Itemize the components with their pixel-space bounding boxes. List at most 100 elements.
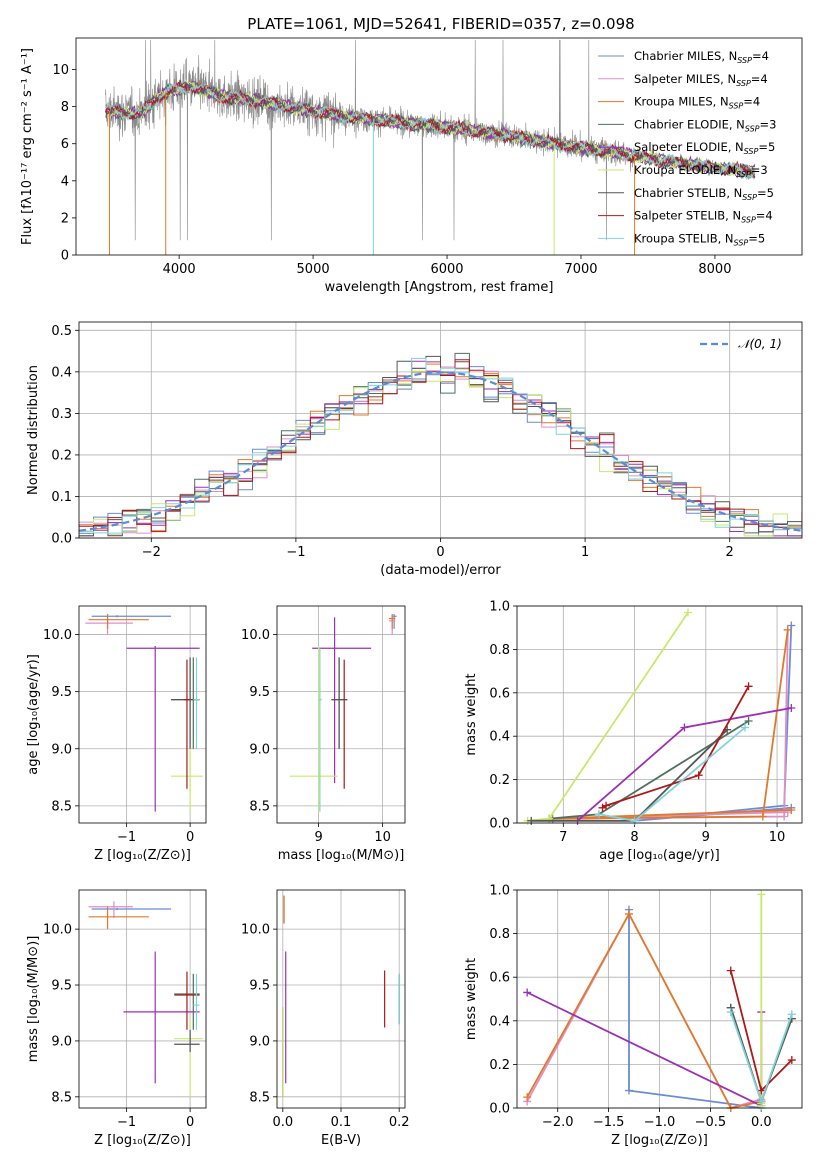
y-axis-label: Normed distribution bbox=[26, 365, 41, 495]
weight-marker bbox=[523, 1093, 532, 1102]
y-tick-label: 0.2 bbox=[51, 448, 72, 463]
weight-marker bbox=[757, 1086, 766, 1095]
axes-frame bbox=[78, 889, 207, 1109]
y-tick-label: 9.0 bbox=[51, 1034, 72, 1049]
x-tick-label: 5000 bbox=[297, 262, 330, 277]
x-axis-label: E(B-V) bbox=[321, 1133, 361, 1148]
x-tick-label: 8000 bbox=[698, 262, 731, 277]
legend-label: Chabrier STELIB, NSSP=5 bbox=[634, 186, 774, 202]
y-tick-label: 0.0 bbox=[51, 532, 72, 547]
x-tick-label: 4000 bbox=[163, 262, 196, 277]
x-axis-label: Z [log₁₀(Z/Z⊙)] bbox=[611, 1133, 708, 1148]
x-tick-label: −1 bbox=[286, 545, 305, 560]
weight-marker bbox=[523, 988, 532, 997]
model-spectrum bbox=[105, 83, 756, 181]
spectrum-panel: 4000 5000 6000 7000 8000 0 2 4 6 8 10 wavelength [A… bbox=[20, 37, 803, 295]
y-tick-label: 0.0 bbox=[489, 1102, 510, 1117]
legend-label: Kroupa MILES, NSSP=4 bbox=[634, 95, 760, 111]
weight-line bbox=[526, 912, 762, 1110]
weight-marker bbox=[680, 723, 689, 732]
weight-marker bbox=[757, 1097, 766, 1106]
weight-marker bbox=[598, 803, 607, 812]
legend-label: Salpeter STELIB, NSSP=4 bbox=[634, 209, 773, 225]
x-tick-label: −2.0 bbox=[542, 1115, 574, 1130]
y-tick-label: 0.4 bbox=[489, 1014, 510, 1029]
errorbar-plot-area bbox=[289, 613, 397, 812]
y-tick-label: 9.5 bbox=[51, 979, 72, 994]
mass-vs-ebv-panel: 0.0 0.1 0.2 8.5 9.0 9.5 10.0 E(B-V) bbox=[241, 889, 410, 1148]
weight-line bbox=[602, 685, 750, 809]
y-tick-label: 0.4 bbox=[51, 365, 72, 380]
x-tick-label: −1.5 bbox=[593, 1115, 625, 1130]
weight-marker bbox=[527, 816, 536, 825]
weight-plot-area bbox=[523, 608, 796, 825]
x-tick-label: −1 bbox=[117, 830, 136, 845]
weight-marker bbox=[684, 608, 692, 617]
weight-marker bbox=[594, 810, 603, 819]
x-axis-label: Z [log₁₀(Z/Z⊙)] bbox=[94, 1133, 191, 1148]
x-tick-label: 0.2 bbox=[389, 1115, 410, 1130]
weight-line bbox=[526, 991, 763, 1108]
y-tick-label: 9.0 bbox=[249, 1034, 270, 1049]
legend-label: Chabrier ELODIE, NSSP=3 bbox=[634, 117, 776, 133]
axes-frame bbox=[276, 889, 406, 1109]
histogram-step bbox=[79, 360, 802, 537]
axes-frame bbox=[78, 605, 207, 824]
y-tick-label: 0.8 bbox=[489, 927, 510, 942]
axes-frame bbox=[516, 605, 803, 824]
y-tick-label: 9.0 bbox=[249, 742, 270, 757]
y-tick-label: 2 bbox=[61, 211, 69, 226]
weight-marker bbox=[757, 890, 766, 899]
legend-label: 𝒩(0, 1) bbox=[738, 337, 782, 351]
x-tick-label: 9 bbox=[314, 830, 322, 845]
weight-marker bbox=[624, 909, 633, 918]
weight-line bbox=[552, 629, 792, 820]
y-tick-label: 10 bbox=[52, 63, 69, 78]
y-axis-label: mass weight bbox=[464, 958, 479, 1040]
y-tick-label: 10.0 bbox=[43, 628, 72, 643]
y-tick-label: 8 bbox=[61, 100, 69, 115]
y-tick-label: 9.5 bbox=[249, 979, 270, 994]
legend-label: Kroupa STELIB, NSSP=5 bbox=[634, 231, 765, 247]
weight-marker bbox=[787, 1056, 796, 1065]
weight-vs-Z-panel: −2.0 −1.5 −1.0 −0.5 0.0 0.0 0.2 0.4 0.6 0.8 1.0 Z [… bbox=[464, 884, 803, 1148]
weight-marker bbox=[694, 771, 703, 780]
y-tick-label: 10.0 bbox=[241, 628, 270, 643]
y-axis-label: Flux [fλ10⁻¹⁷ erg cm⁻² s⁻¹ A⁻¹] bbox=[20, 48, 35, 245]
y-tick-label: 1.0 bbox=[489, 600, 510, 615]
x-tick-label: −2 bbox=[142, 545, 161, 560]
age-vs-mass-panel: 9 10 8.5 9.0 9.5 10.0 mass [log₁₀(M/M⊙)] bbox=[241, 605, 406, 863]
axes-frame bbox=[516, 889, 803, 1109]
weight-line bbox=[628, 909, 763, 1110]
y-tick-label: 0.5 bbox=[51, 324, 72, 339]
weight-line bbox=[527, 611, 689, 822]
y-tick-label: 0 bbox=[61, 249, 69, 264]
x-axis-label: mass [log₁₀(M/M⊙)] bbox=[278, 848, 405, 863]
y-tick-label: 0.2 bbox=[489, 773, 510, 788]
model-spectrum bbox=[105, 81, 756, 179]
y-tick-label: 0.3 bbox=[51, 407, 72, 422]
y-axis-label: age [log₁₀(age/yr)] bbox=[26, 654, 41, 775]
y-tick-label: 0.4 bbox=[489, 730, 510, 745]
weight-marker bbox=[630, 816, 639, 825]
y-tick-label: 9.5 bbox=[51, 685, 72, 700]
x-tick-label: 7 bbox=[559, 830, 567, 845]
weight-vs-age-panel: 7 8 9 10 0.0 0.2 0.4 0.6 0.8 1.0 age [log₁₀(age/yr… bbox=[464, 600, 803, 863]
y-tick-label: 8.5 bbox=[249, 799, 270, 814]
residual-plot-area bbox=[79, 352, 802, 537]
legend-label: Salpeter ELODIE, NSSP=5 bbox=[634, 140, 775, 156]
x-tick-label: 6000 bbox=[430, 262, 463, 277]
weight-marker bbox=[787, 703, 796, 712]
age-vs-Z-panel: −1 0 8.5 9.0 9.5 10.0 Z [log₁₀(Z/Z⊙)] age [log₁… bbox=[26, 605, 207, 863]
x-tick-label: 7000 bbox=[564, 262, 597, 277]
y-tick-label: 0.2 bbox=[489, 1058, 510, 1073]
errorbar-plot-area bbox=[282, 895, 400, 1097]
x-axis-label: Z [log₁₀(Z/Z⊙)] bbox=[94, 848, 191, 863]
x-tick-label: 10 bbox=[769, 830, 786, 845]
figure-title: PLATE=1061, MJD=52641, FIBERID=0357, z=0… bbox=[247, 15, 634, 33]
y-tick-label: 0.6 bbox=[489, 686, 510, 701]
x-tick-label: 0.1 bbox=[331, 1115, 352, 1130]
x-tick-label: −0.5 bbox=[695, 1115, 727, 1130]
